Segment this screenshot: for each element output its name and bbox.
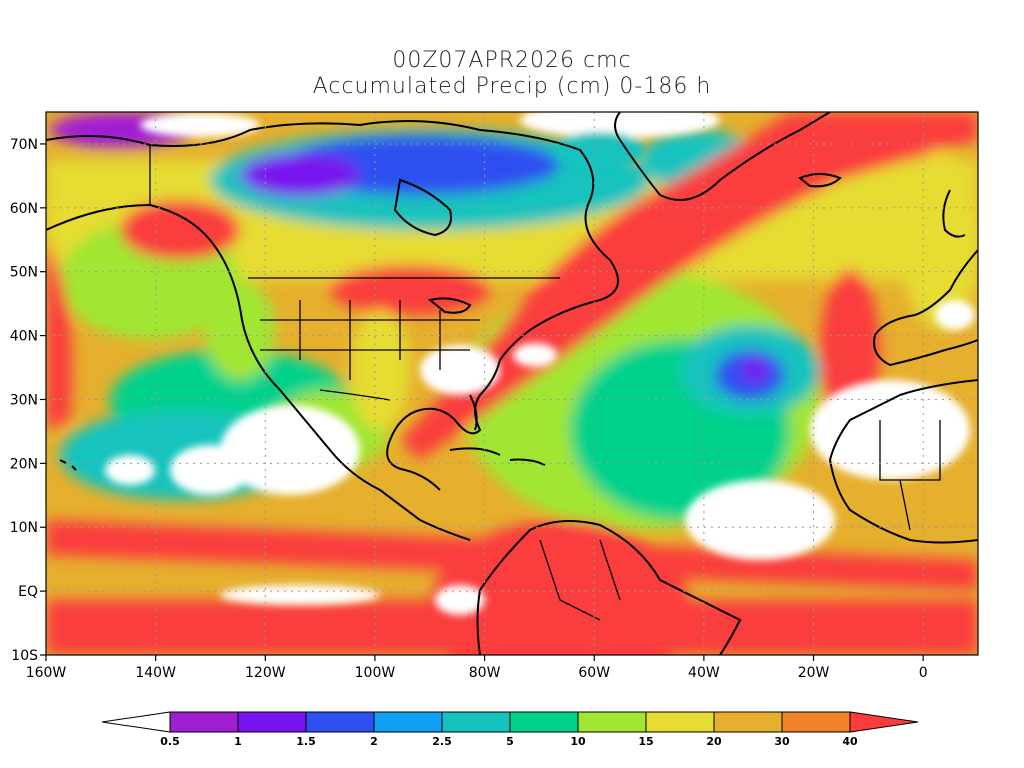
colorbar-label: 15 bbox=[638, 735, 653, 748]
y-tick-label: 60N bbox=[10, 201, 38, 217]
colorbar-label: 2.5 bbox=[432, 735, 452, 748]
map-frame bbox=[45, 111, 979, 656]
colorbar-swatch bbox=[509, 711, 579, 733]
coastlines bbox=[46, 112, 978, 655]
x-tick-label: 60W bbox=[578, 665, 610, 681]
colorbar-swatch bbox=[713, 711, 783, 733]
colorbar-label: 1.5 bbox=[296, 735, 316, 748]
gridlines bbox=[46, 112, 978, 655]
y-tick-label: 10N bbox=[10, 520, 38, 536]
colorbar-label: 20 bbox=[706, 735, 722, 748]
colorbar-swatch bbox=[441, 711, 511, 733]
colorbar-label: 1 bbox=[234, 735, 242, 748]
colorbar-swatch bbox=[373, 711, 443, 733]
colorbar-swatch bbox=[169, 711, 239, 733]
colorbar: 0.5 1 1.5 2 2.5 5 10 15 20 30 40 bbox=[101, 711, 919, 748]
y-tick-label: 70N bbox=[10, 137, 38, 153]
map-title-line2: Accumulated Precip (cm) 0-186 h bbox=[312, 74, 712, 99]
colorbar-label: 30 bbox=[774, 735, 790, 748]
x-tick-label: 160W bbox=[26, 665, 67, 681]
y-tick-label: 20N bbox=[10, 456, 38, 472]
colorbar-swatch bbox=[237, 711, 307, 733]
colorbar-label: 40 bbox=[842, 735, 858, 748]
y-axis: 10S EQ 10N 20N 30N 40N 50N 60N 70N bbox=[10, 137, 46, 664]
y-tick-label: 30N bbox=[10, 392, 38, 408]
colorbar-label: 0.5 bbox=[160, 735, 180, 748]
x-tick-label: 100W bbox=[355, 665, 396, 681]
map-title-line1: 00Z07APR2026 cmc bbox=[392, 48, 632, 73]
y-tick-label: 50N bbox=[10, 265, 38, 281]
y-tick-label: EQ bbox=[18, 584, 38, 600]
x-tick-label: 80W bbox=[469, 665, 501, 681]
y-tick-label: 10S bbox=[11, 648, 38, 664]
borders bbox=[149, 145, 941, 621]
x-tick-label: 20W bbox=[798, 665, 830, 681]
x-axis: 160W 140W 120W 100W 80W 60W 40W 20W 0 bbox=[26, 655, 928, 681]
x-tick-label: 140W bbox=[135, 665, 176, 681]
colorbar-swatch bbox=[305, 711, 375, 733]
x-tick-label: 40W bbox=[688, 665, 720, 681]
colorbar-swatch bbox=[577, 711, 647, 733]
colorbar-swatch bbox=[781, 711, 851, 733]
colorbar-swatch bbox=[645, 711, 715, 733]
colorbar-label: 10 bbox=[570, 735, 586, 748]
colorbar-under-triangle bbox=[101, 711, 171, 733]
precip-field bbox=[46, 112, 978, 655]
x-tick-label: 0 bbox=[919, 665, 928, 681]
colorbar-label: 5 bbox=[506, 735, 514, 748]
colorbar-label: 2 bbox=[370, 735, 378, 748]
x-tick-label: 120W bbox=[245, 665, 286, 681]
colorbar-over-triangle bbox=[849, 711, 919, 733]
y-tick-label: 40N bbox=[10, 329, 38, 345]
